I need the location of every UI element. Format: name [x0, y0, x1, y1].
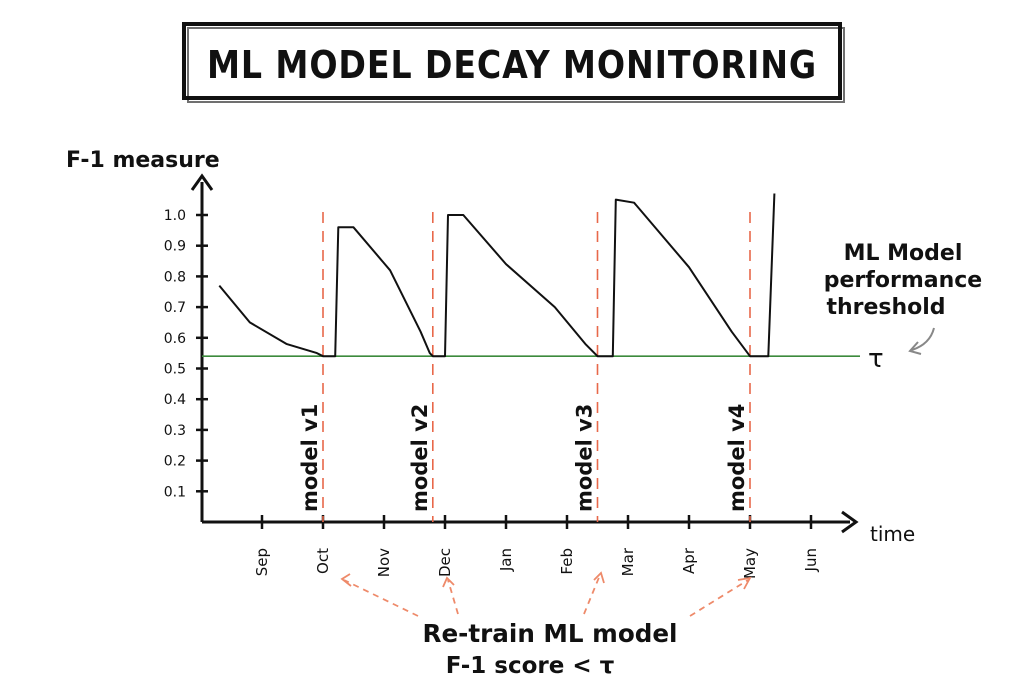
x-tick-label: Apr [680, 547, 698, 574]
x-axis-arrow [841, 510, 859, 534]
threshold-pointer-arrow [911, 327, 935, 351]
retrain-label: Re-train ML model [423, 619, 678, 648]
retrain-arrow-dec-head [442, 576, 455, 588]
retrain-arrow-oct [343, 579, 419, 617]
threshold-label-line-3: threshold [826, 295, 945, 320]
series-line-f1 [218, 193, 776, 358]
x-axis-label: time [870, 522, 915, 546]
y-ticks: 1.0 0.9 0.8 0.7 0.6 0.5 0.4 0.3 0.2 0.1 [164, 208, 208, 500]
title-frame [182, 22, 842, 100]
threshold-label-line-2: performance [824, 268, 982, 293]
model-version-label: model v2 [408, 404, 432, 512]
threshold-label-line-1: ML Model [844, 241, 963, 266]
retrain-arrow-may-head [737, 576, 752, 590]
y-axis-arrow [190, 173, 214, 191]
threshold-annotation: ML Model performance threshold τ [824, 241, 982, 374]
y-tick-label: 0.8 [164, 269, 186, 285]
x-tick-label: Nov [375, 548, 393, 577]
y-tick-label: 0.2 [164, 454, 186, 470]
retrain-condition: F-1 score < τ [446, 653, 615, 679]
title-box: ML MODEL DECAY MONITORING [182, 22, 845, 103]
y-tick-label: 0.5 [164, 362, 186, 378]
retrain-arrow-feb-head [593, 571, 605, 584]
chart-title: ML MODEL DECAY MONITORING [207, 43, 817, 87]
retrain-arrow-may [689, 579, 749, 617]
retrain-arrow-oct-head [340, 573, 352, 587]
model-version-label: model v3 [573, 404, 597, 512]
x-ticks: Sep Oct Nov Dec Jan Feb Mar Apr May Jun [253, 515, 820, 579]
model-version-label: model v4 [725, 404, 749, 512]
tau-label: τ [868, 344, 884, 374]
x-tick-label: May [741, 548, 759, 579]
model-version-label: model v1 [298, 404, 322, 512]
y-tick-label: 0.4 [164, 392, 186, 408]
retrain-arrow-dec [447, 579, 459, 615]
retrain-arrow-feb [583, 574, 601, 615]
x-tick-label: Jan [497, 548, 515, 572]
y-tick-label: 0.3 [164, 423, 186, 439]
y-tick-label: 0.6 [164, 331, 186, 347]
y-axis-label: F-1 measure [66, 148, 220, 173]
y-tick-label: 1.0 [164, 208, 186, 224]
y-tick-label: 0.1 [164, 484, 186, 500]
x-tick-label: Jun [802, 548, 820, 572]
y-tick-label: 0.7 [164, 300, 186, 316]
x-tick-label: Dec [436, 548, 454, 577]
threshold-pointer-head [908, 341, 922, 355]
x-tick-label: Oct [314, 548, 332, 574]
retrain-annotation: Re-train ML model F-1 score < τ [340, 571, 752, 679]
axes: F-1 measure time [66, 148, 915, 546]
x-tick-label: Sep [253, 548, 271, 576]
retrain-markers: model v1 model v2 model v3 model v4 [298, 212, 751, 522]
x-tick-label: Mar [619, 547, 637, 576]
title-frame-shadow [187, 27, 845, 103]
x-tick-label: Feb [558, 548, 576, 575]
y-tick-label: 0.9 [164, 239, 186, 255]
